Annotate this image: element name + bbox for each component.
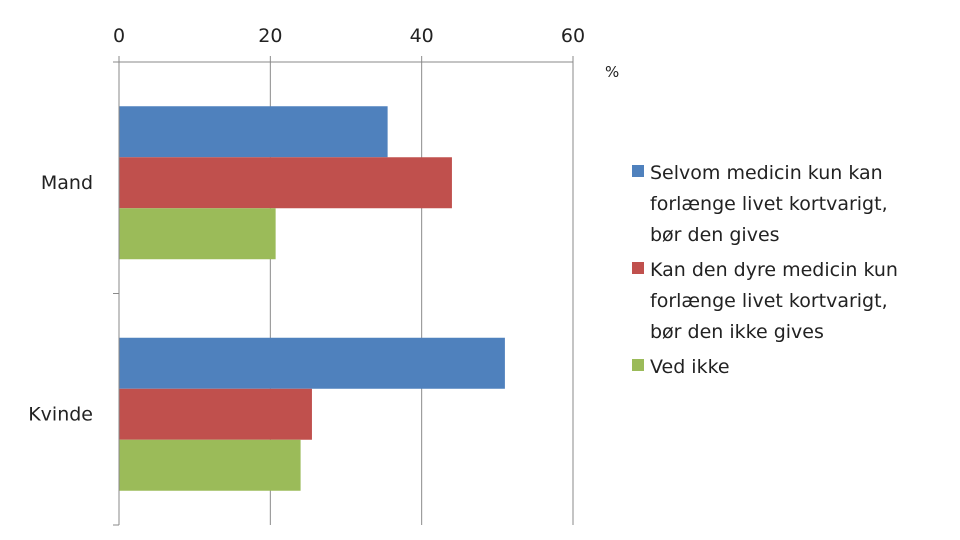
bars	[119, 106, 505, 491]
bar	[119, 106, 388, 158]
bar	[119, 388, 312, 440]
legend-label: bør den ikke gives	[650, 321, 824, 343]
tick-label: 60	[561, 25, 585, 47]
legend: Selvom medicin kun kan forlænge livet kor…	[632, 162, 898, 378]
category-label: Kvinde	[28, 403, 93, 425]
tick-label: 40	[410, 25, 434, 47]
legend-swatch	[632, 359, 644, 371]
legend-label: bør den gives	[650, 224, 780, 246]
legend-label: Selvom medicin kun kan	[650, 162, 883, 184]
legend-label: Ved ikke	[650, 356, 730, 378]
bar	[119, 439, 301, 491]
bar	[119, 208, 276, 260]
category-labels: Mand Kvinde	[28, 172, 93, 426]
legend-label: forlænge livet kortvarigt,	[650, 193, 888, 215]
category-label: Mand	[41, 172, 93, 194]
unit-label: %	[605, 63, 619, 81]
legend-swatch	[632, 165, 644, 177]
bar	[119, 337, 505, 389]
tick-labels: 0 20 40 60	[113, 25, 585, 47]
legend-swatch	[632, 262, 644, 274]
axes	[118, 61, 573, 525]
legend-label: forlænge livet kortvarigt,	[650, 290, 888, 312]
bar	[119, 157, 452, 209]
tick-label: 20	[258, 25, 282, 47]
legend-label: Kan den dyre medicin kun	[650, 259, 898, 281]
tick-label: 0	[113, 25, 125, 47]
